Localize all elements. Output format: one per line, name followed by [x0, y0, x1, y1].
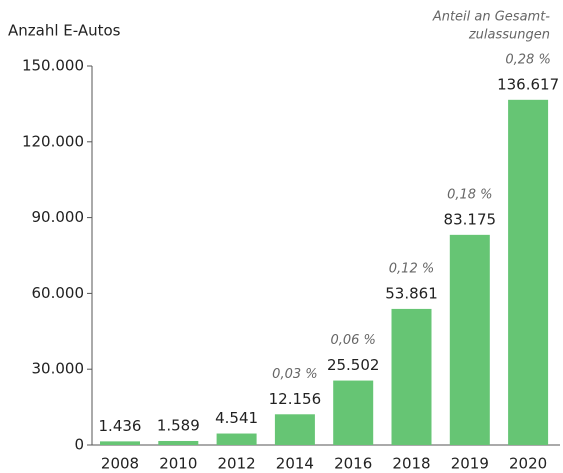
- x-tick-label: 2010: [159, 455, 197, 473]
- share-label: 0,18 %: [447, 187, 492, 202]
- share-label: 0,06 %: [330, 333, 375, 348]
- bar: [333, 380, 374, 445]
- value-label: 53.861: [385, 284, 438, 302]
- bar: [274, 414, 315, 445]
- x-tick-label: 2014: [276, 455, 314, 473]
- bar: [391, 308, 432, 445]
- y-tick-label: 120.000: [22, 132, 84, 150]
- share-label: 0,03 %: [272, 367, 317, 382]
- share-label: 0,12 %: [389, 261, 434, 276]
- y-axis-label: Anzahl E-Autos: [8, 22, 121, 40]
- annotation-title: zulassungen: [468, 28, 550, 43]
- y-tick-label: 60.000: [32, 284, 85, 302]
- x-tick-label: 2018: [392, 455, 430, 473]
- y-tick-label: 90.000: [32, 208, 85, 226]
- bar: [449, 234, 490, 445]
- bar: [100, 441, 140, 445]
- value-label: 4.541: [215, 409, 258, 427]
- y-tick-label: 0: [74, 436, 84, 454]
- bar: [216, 433, 257, 445]
- value-label: 1.436: [99, 417, 142, 435]
- value-label: 25.502: [327, 356, 380, 374]
- y-tick-label: 30.000: [32, 360, 85, 378]
- value-label: 1.589: [157, 416, 200, 434]
- x-tick-label: 2019: [451, 455, 489, 473]
- value-label: 83.175: [444, 210, 497, 228]
- bar: [158, 440, 199, 445]
- x-tick-label: 2008: [101, 455, 139, 473]
- x-tick-label: 2016: [334, 455, 372, 473]
- x-tick-label: 2012: [218, 455, 256, 473]
- x-tick-label: 2020: [509, 455, 547, 473]
- annotation-title: Anteil an Gesamt-: [432, 10, 550, 25]
- bar: [508, 99, 549, 445]
- share-label: 0,28 %: [505, 52, 550, 67]
- y-tick-label: 150.000: [22, 57, 84, 75]
- value-label: 136.617: [497, 75, 559, 93]
- value-label: 12.156: [269, 390, 322, 408]
